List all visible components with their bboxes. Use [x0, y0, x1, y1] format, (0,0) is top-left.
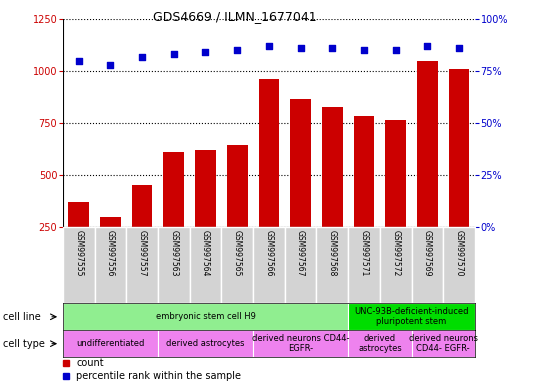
FancyBboxPatch shape: [412, 227, 443, 303]
FancyBboxPatch shape: [253, 227, 285, 303]
Text: GSM997563: GSM997563: [169, 230, 179, 277]
Bar: [227, 145, 247, 278]
Point: [455, 45, 464, 51]
Text: cell line: cell line: [3, 312, 40, 322]
Point: [74, 58, 83, 64]
FancyBboxPatch shape: [348, 227, 380, 303]
Text: UNC-93B-deficient-induced
pluripotent stem: UNC-93B-deficient-induced pluripotent st…: [354, 307, 469, 326]
FancyBboxPatch shape: [158, 227, 189, 303]
Point: [201, 49, 210, 55]
Text: embryonic stem cell H9: embryonic stem cell H9: [156, 312, 256, 321]
Point: [423, 43, 432, 49]
Bar: [195, 150, 216, 278]
Point: [264, 43, 273, 49]
Point: [360, 47, 369, 53]
Text: count: count: [76, 358, 104, 368]
FancyBboxPatch shape: [253, 330, 348, 357]
Text: undifferentiated: undifferentiated: [76, 339, 145, 348]
Text: GSM997564: GSM997564: [201, 230, 210, 277]
Text: derived neurons
CD44- EGFR-: derived neurons CD44- EGFR-: [409, 334, 478, 353]
Point: [328, 45, 337, 51]
Text: GSM997556: GSM997556: [106, 230, 115, 277]
Bar: [100, 217, 121, 278]
Text: GSM997570: GSM997570: [455, 230, 464, 277]
FancyBboxPatch shape: [63, 227, 94, 303]
Text: GSM997565: GSM997565: [233, 230, 242, 277]
FancyBboxPatch shape: [443, 227, 475, 303]
FancyBboxPatch shape: [94, 227, 126, 303]
Text: GSM997571: GSM997571: [359, 230, 369, 277]
FancyBboxPatch shape: [126, 227, 158, 303]
FancyBboxPatch shape: [189, 227, 221, 303]
Point: [296, 45, 305, 51]
Bar: [354, 116, 375, 278]
Bar: [68, 202, 89, 278]
Bar: [322, 108, 343, 278]
FancyBboxPatch shape: [348, 330, 412, 357]
FancyBboxPatch shape: [221, 227, 253, 303]
Text: derived neurons CD44-
EGFR-: derived neurons CD44- EGFR-: [252, 334, 349, 353]
FancyBboxPatch shape: [63, 303, 348, 330]
Text: GDS4669 / ILMN_1677041: GDS4669 / ILMN_1677041: [153, 10, 317, 23]
Text: GSM997569: GSM997569: [423, 230, 432, 277]
Text: GSM997567: GSM997567: [296, 230, 305, 277]
Text: cell type: cell type: [3, 339, 45, 349]
Point: [391, 47, 400, 53]
Point: [169, 51, 178, 58]
FancyBboxPatch shape: [317, 227, 348, 303]
Point: [138, 53, 146, 60]
Bar: [259, 79, 279, 278]
Bar: [132, 185, 152, 278]
FancyBboxPatch shape: [285, 227, 317, 303]
Bar: [385, 120, 406, 278]
Text: GSM997555: GSM997555: [74, 230, 83, 277]
Point: [233, 47, 241, 53]
FancyBboxPatch shape: [158, 330, 253, 357]
Text: GSM997557: GSM997557: [138, 230, 146, 277]
Text: percentile rank within the sample: percentile rank within the sample: [76, 371, 241, 381]
FancyBboxPatch shape: [412, 330, 475, 357]
FancyBboxPatch shape: [63, 330, 158, 357]
Text: GSM997568: GSM997568: [328, 230, 337, 277]
Bar: [449, 69, 470, 278]
Point: [106, 62, 115, 68]
Text: derived
astrocytes: derived astrocytes: [358, 334, 402, 353]
FancyBboxPatch shape: [348, 303, 475, 330]
Text: GSM997572: GSM997572: [391, 230, 400, 277]
FancyBboxPatch shape: [380, 227, 412, 303]
Bar: [417, 61, 438, 278]
Text: derived astrocytes: derived astrocytes: [166, 339, 245, 348]
Text: GSM997566: GSM997566: [264, 230, 274, 277]
Bar: [163, 152, 184, 278]
Bar: [290, 99, 311, 278]
